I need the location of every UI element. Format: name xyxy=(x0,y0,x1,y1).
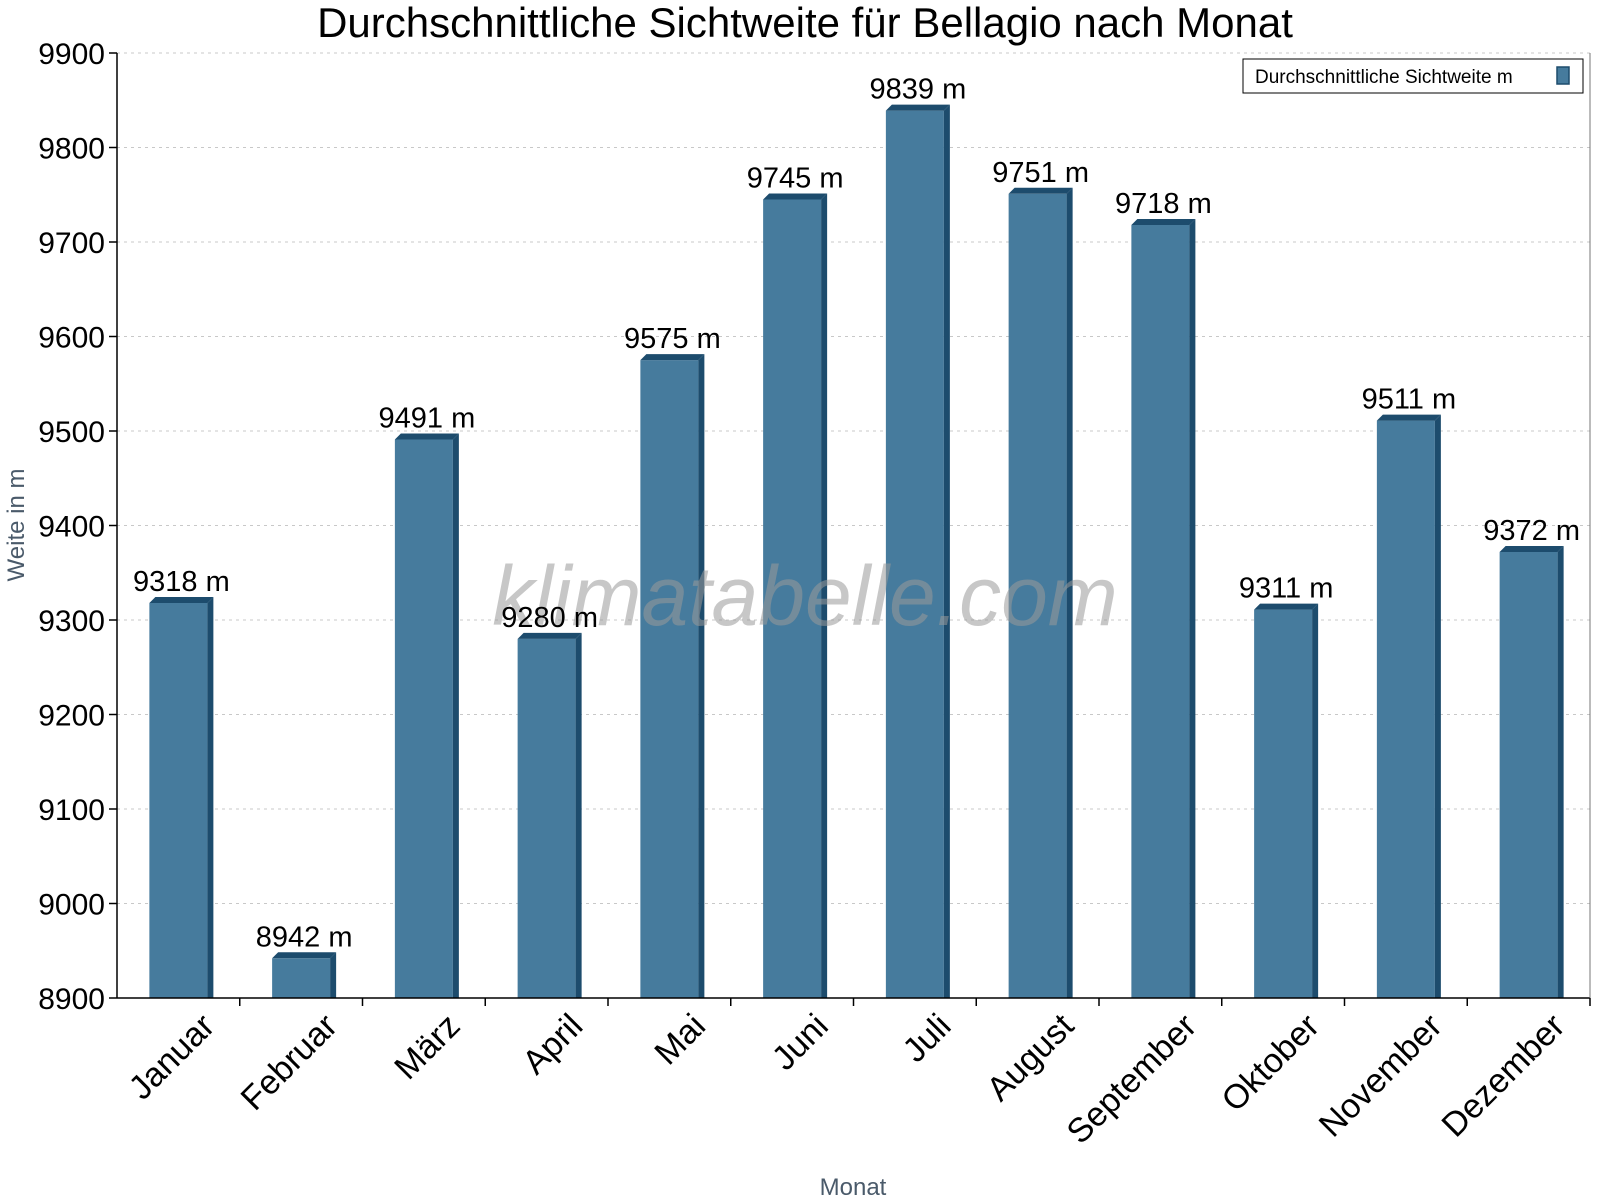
chart-title: Durchschnittliche Sichtweite für Bellagi… xyxy=(317,0,1293,46)
y-tick-label: 9100 xyxy=(38,794,105,827)
y-tick-label: 8900 xyxy=(38,983,105,1016)
x-tick-label: September xyxy=(1060,1007,1204,1151)
bar-top xyxy=(1254,603,1319,610)
x-tick-label: Mai xyxy=(647,1007,713,1073)
x-tick-label: Oktober xyxy=(1214,1007,1326,1119)
legend-box xyxy=(1242,58,1584,94)
watermark: klimatabelle.com xyxy=(492,549,1118,643)
data-label: 9311 m xyxy=(1239,573,1334,605)
x-tick-label: Dezember xyxy=(1435,1007,1573,1145)
bar-top xyxy=(885,104,950,111)
bar-front xyxy=(272,958,331,998)
legend-entry-label: Durchschnittliche Sichtweite m xyxy=(1255,67,1513,88)
y-tick-label: 9700 xyxy=(38,227,105,260)
x-tick-label: Juli xyxy=(896,1007,959,1070)
bar-top xyxy=(1008,187,1073,194)
data-label: 9839 m xyxy=(870,74,967,106)
y-tick-label: 9400 xyxy=(38,511,105,544)
bar xyxy=(149,596,214,998)
bar-side xyxy=(821,193,828,999)
bar-side xyxy=(1312,603,1319,998)
bar xyxy=(1008,187,1073,998)
y-tick-label: 9300 xyxy=(38,605,105,638)
x-axis-label: Monat xyxy=(820,1174,887,1200)
bar-front xyxy=(149,602,208,998)
y-tick-label: 9800 xyxy=(38,133,105,166)
data-label: 9745 m xyxy=(747,162,844,194)
y-tick-label: 9500 xyxy=(38,416,105,449)
data-label: 9280 m xyxy=(501,602,598,634)
bar-front xyxy=(517,638,576,998)
bar-side xyxy=(1434,414,1441,999)
bar-front xyxy=(885,110,944,998)
bar-top xyxy=(517,632,582,639)
bar-top xyxy=(394,433,459,440)
bar-top xyxy=(640,354,705,361)
bar-side xyxy=(452,433,459,998)
bar-top xyxy=(763,193,828,200)
legend: Durchschnittliche Sichtweite m xyxy=(1242,58,1584,94)
bar xyxy=(272,952,337,998)
bar-group xyxy=(149,104,1564,999)
x-tick-label: August xyxy=(980,1006,1082,1108)
data-label: 9491 m xyxy=(379,403,476,435)
bar-front xyxy=(1008,193,1067,998)
bar-side xyxy=(698,354,705,998)
bar-side xyxy=(207,596,214,998)
bar-side xyxy=(1557,545,1564,998)
bar-top xyxy=(1499,545,1564,552)
y-tick-label: 9900 xyxy=(38,38,105,71)
bar xyxy=(1131,218,1196,999)
gridlines xyxy=(117,52,1590,904)
y-tick-label: 9000 xyxy=(38,889,105,922)
bar xyxy=(1254,603,1319,998)
bar-side xyxy=(575,632,582,998)
bar-side xyxy=(330,952,337,998)
x-tick-labels: Januar Februar März April Mai Juni Juli AugustS… xyxy=(122,998,1591,1151)
x-tick-label: Juni xyxy=(765,1007,836,1078)
x-tick-label: November xyxy=(1312,1007,1450,1145)
y-axis-label: Weite in m xyxy=(3,469,30,582)
bar xyxy=(1376,414,1441,999)
data-labels: 9318 m 8942 m 9491 m 9280 m 9575 m 9745 m 9839… xyxy=(133,74,1580,954)
bar-front xyxy=(763,199,822,999)
x-tick-label: März xyxy=(387,1007,467,1087)
bar-front xyxy=(1499,551,1558,998)
bar-side xyxy=(943,104,950,998)
bar-front xyxy=(640,360,699,998)
bar xyxy=(640,354,705,998)
bar-top xyxy=(272,952,337,959)
data-label: 8942 m xyxy=(256,921,353,953)
bar-front xyxy=(1376,420,1435,999)
data-label: 9575 m xyxy=(624,323,721,355)
data-label: 9511 m xyxy=(1362,384,1457,416)
bar-front xyxy=(1254,609,1313,998)
x-tick-label: Januar xyxy=(122,1007,222,1107)
x-tick-label: April xyxy=(515,1007,590,1082)
bar-side xyxy=(1189,218,1196,999)
bar xyxy=(517,632,582,998)
bar-front xyxy=(1131,224,1190,999)
bar-side xyxy=(1066,187,1073,998)
data-label: 9751 m xyxy=(992,157,1089,189)
bar-top xyxy=(149,596,214,603)
legend-swatch xyxy=(1556,66,1570,85)
bar-top xyxy=(1376,414,1441,421)
bar xyxy=(763,193,828,999)
bar xyxy=(394,433,459,998)
bar-front xyxy=(394,439,453,998)
y-tick-label: 9200 xyxy=(38,700,105,733)
x-tick-label: Februar xyxy=(234,1007,345,1118)
bar-top xyxy=(1131,218,1196,225)
data-label: 9372 m xyxy=(1483,515,1580,547)
data-label: 9318 m xyxy=(133,566,230,598)
bar xyxy=(885,104,950,998)
bar xyxy=(1499,545,1564,998)
data-label: 9718 m xyxy=(1115,188,1212,220)
y-tick-label: 9600 xyxy=(38,322,105,355)
y-tick-labels: 8900 9000 9100 9200 9300 9400 9500 9600 9700 9800… xyxy=(38,38,117,1016)
